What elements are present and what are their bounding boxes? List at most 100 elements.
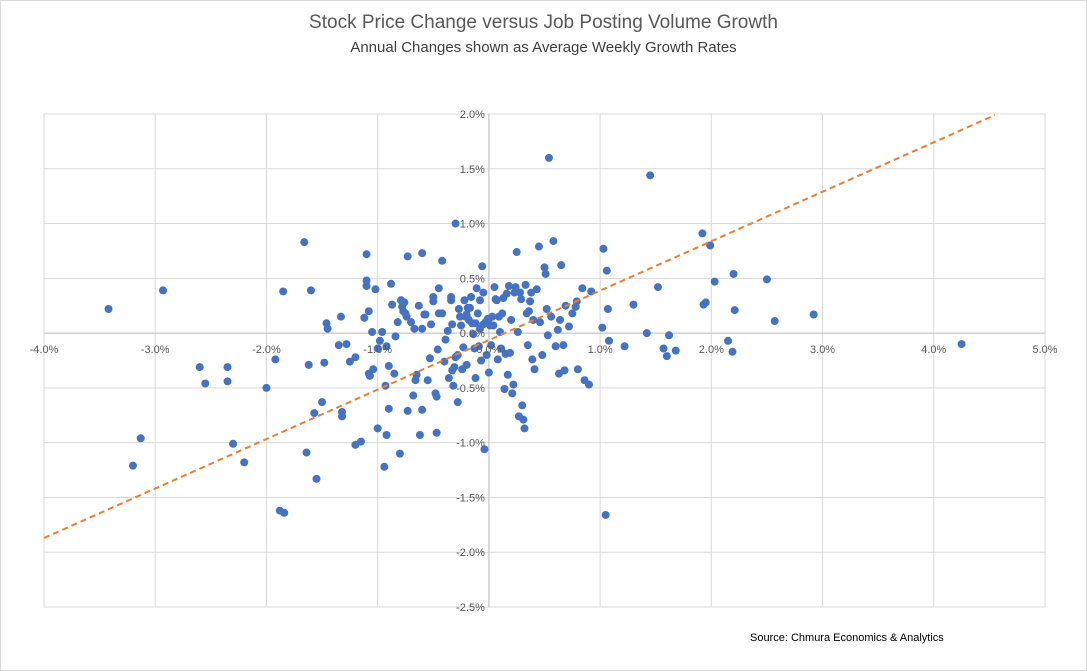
data-point	[602, 266, 611, 275]
data-point	[665, 331, 674, 340]
data-point	[706, 241, 715, 250]
data-point	[502, 289, 511, 298]
data-point	[360, 313, 369, 322]
data-point	[371, 285, 380, 294]
data-point	[443, 326, 452, 335]
data-point	[659, 344, 668, 353]
tick-labels: -4.0% -3.0% -2.0% -1.0% 0.0% 1.0% 2.0% 3.0% 4.0%…	[30, 109, 1058, 614]
data-point	[410, 324, 419, 333]
data-point	[201, 379, 210, 388]
data-point	[438, 256, 447, 265]
source-note: Source: Chmura Economics & Analytics	[750, 632, 944, 644]
data-point	[471, 374, 480, 383]
data-point	[520, 424, 529, 433]
data-point	[395, 449, 404, 458]
data-point	[477, 356, 486, 365]
data-point	[369, 365, 378, 374]
gridlines	[43, 113, 1046, 608]
data-point	[393, 318, 402, 327]
data-point	[280, 508, 289, 517]
data-point	[384, 361, 393, 370]
data-point	[351, 353, 360, 362]
data-point	[513, 328, 522, 337]
data-point	[345, 357, 354, 366]
data-point	[532, 285, 541, 294]
y-tick-label: 0.5%	[460, 273, 485, 285]
data-point	[479, 288, 488, 297]
data-point	[493, 355, 502, 364]
data-point	[528, 355, 537, 364]
data-point	[388, 300, 397, 309]
data-point	[557, 261, 566, 270]
x-tick-label: 0.0%	[476, 344, 501, 356]
data-point	[302, 448, 311, 457]
data-point	[469, 330, 478, 339]
data-point	[423, 376, 432, 385]
y-tick-label: -1.0%	[456, 438, 485, 450]
chart-title: Stock Price Change versus Job Posting Vo…	[309, 12, 778, 33]
data-point	[362, 276, 371, 285]
data-point	[382, 342, 391, 351]
data-point	[487, 341, 496, 350]
data-point	[432, 392, 441, 401]
data-point	[455, 312, 464, 321]
data-point	[490, 283, 499, 292]
data-point	[484, 368, 493, 377]
data-point	[362, 282, 371, 291]
y-tick-label: -1.5%	[456, 492, 485, 504]
data-point	[603, 305, 612, 314]
data-point	[474, 342, 483, 351]
data-point	[729, 269, 738, 278]
trendline	[43, 114, 996, 539]
x-tick-label: -2.0%	[252, 344, 281, 356]
data-point	[538, 351, 547, 360]
data-point	[441, 335, 450, 344]
data-point	[229, 439, 238, 448]
data-point	[375, 336, 384, 345]
data-point	[362, 250, 371, 259]
data-point	[671, 346, 680, 355]
x-tick-label: 1.0%	[588, 344, 613, 356]
data-point	[547, 312, 556, 321]
data-point	[447, 296, 456, 305]
data-point	[498, 309, 507, 318]
data-point	[425, 354, 434, 363]
data-point	[578, 284, 587, 293]
data-point	[646, 171, 655, 180]
y-tick-label: 2.0%	[460, 109, 485, 121]
data-point	[584, 380, 593, 389]
data-point	[415, 430, 424, 439]
data-point	[467, 292, 476, 301]
data-point	[957, 340, 966, 349]
data-point	[438, 309, 447, 318]
data-point	[318, 398, 327, 407]
data-point	[601, 510, 610, 519]
data-point	[480, 445, 489, 454]
data-point	[400, 298, 409, 307]
data-points	[104, 153, 966, 519]
data-point	[403, 252, 412, 261]
x-tick-label: -3.0%	[141, 344, 170, 356]
data-point	[504, 282, 513, 291]
data-point	[488, 312, 497, 321]
data-point	[444, 374, 453, 383]
data-point	[662, 352, 671, 361]
data-point	[762, 275, 771, 284]
data-point	[418, 324, 427, 333]
data-point	[368, 328, 377, 337]
trendline-layer	[43, 114, 996, 539]
data-point	[629, 300, 638, 309]
x-tick-label: -4.0%	[30, 344, 59, 356]
data-point	[549, 237, 558, 246]
data-point	[223, 377, 232, 386]
data-point	[240, 458, 249, 467]
data-point	[492, 296, 501, 305]
data-point	[516, 288, 525, 297]
data-point	[523, 341, 532, 350]
data-point	[512, 248, 521, 257]
y-tick-label: -2.5%	[456, 602, 485, 614]
data-point	[434, 284, 443, 293]
y-tick-label: -0.5%	[456, 383, 485, 395]
data-point	[409, 391, 418, 400]
